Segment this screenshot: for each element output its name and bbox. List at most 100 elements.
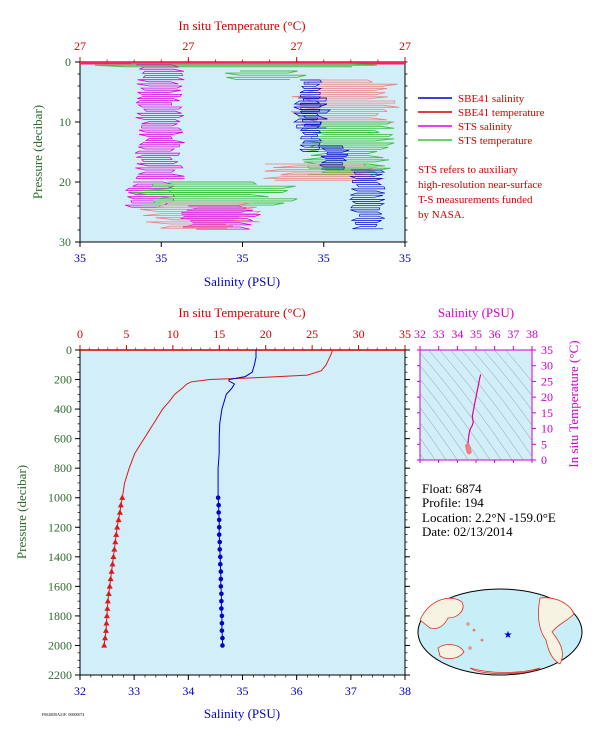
float-location-marker: ★ (504, 630, 513, 641)
ts-density-contour (450, 350, 532, 458)
bottom-tick-label: 37 (345, 684, 357, 698)
left-tick-label: 1400 (48, 550, 72, 564)
ts-top-tick-label: 33 (433, 327, 445, 341)
ts-deep-point (466, 449, 472, 455)
salinity-point (217, 554, 223, 560)
temperature-point (112, 538, 119, 545)
bottom-tick-label: 35 (155, 251, 167, 265)
sbe41-temperature-trace (291, 79, 400, 127)
plot-area-top (79, 61, 406, 243)
ts-density-contour (461, 350, 532, 442)
ts-density-contour (420, 352, 502, 460)
temperature-point (105, 590, 112, 596)
profile-series (101, 349, 334, 648)
ts-top-tick-label: 35 (470, 327, 482, 341)
left-tick-label: 1200 (48, 520, 72, 534)
date: Date: 02/13/2014 (422, 524, 513, 539)
profile-pressure-ticks: 0 200 400 600 800 1000 1200 1400 1600 1800 2000 220… (48, 343, 410, 682)
salinity-point (216, 510, 221, 515)
top-tick-label: 25 (306, 327, 318, 341)
note-line-3: T-S measurements funded (418, 194, 533, 206)
ts-salinity-ticks: 32 33 34 35 36 37 38 (414, 327, 538, 463)
profile-temperature-ticks: 0 5 10 15 20 25 30 35 (77, 327, 411, 351)
temperature-point (109, 561, 116, 567)
note-line-1: STS refers to auxiliary (418, 164, 518, 176)
ts-plot-area (419, 349, 533, 461)
profile-left-axis-label: Pressure (decibar) (14, 465, 29, 559)
top-tick-label: 15 (213, 327, 225, 341)
left-pressure-ticks: 0 10 20 30 (59, 55, 408, 249)
top-axis-label: In situ Temperature (°C) (178, 18, 305, 33)
left-tick-label: 1000 (48, 491, 72, 505)
top-tick-label: 10 (167, 327, 179, 341)
ts-density-contour (420, 378, 480, 460)
temperature-point (110, 553, 117, 560)
map-land-australia (437, 644, 465, 660)
legend-label-sts-salinity: STS salinity (458, 121, 513, 133)
legend-label-sbe41-temperature: SBE41 temperature (458, 107, 545, 119)
sbe41-salinity-trace (349, 169, 386, 230)
bottom-tick-label: 32 (74, 684, 86, 698)
salinity-point (217, 561, 223, 567)
ts-density-contour (505, 350, 532, 383)
ts-top-tick-label: 32 (414, 327, 426, 341)
legend-label-sts-temperature: STS temperature (458, 135, 532, 147)
profile-salinity-ticks: 32 33 34 35 36 37 38 (74, 675, 411, 698)
ts-right-tick-label: 30 (541, 359, 553, 373)
sts-temperature-trace (132, 181, 298, 206)
salinity-point (220, 635, 225, 641)
map-island (466, 622, 470, 626)
top-temperature-ticks: 27 27 27 27 (74, 39, 411, 62)
temperature-point (106, 583, 113, 589)
left-tick-label: 400 (54, 402, 72, 416)
ts-right-tick-label: 35 (541, 343, 553, 357)
bottom-tick-label: 33 (128, 684, 140, 698)
legend-label-sbe41-salinity: SBE41 salinity (458, 93, 525, 105)
ts-top-tick-label: 34 (451, 327, 463, 341)
bottom-tick-label: 35 (399, 251, 411, 265)
profile-top-axis-label: In situ Temperature (°C) (178, 305, 305, 320)
map-land-antarctica (469, 667, 541, 674)
top-tick-label: 27 (291, 39, 303, 53)
bottom-tick-label: 34 (182, 684, 194, 698)
ts-right-tick-label: 25 (541, 374, 553, 388)
salinity-point (215, 495, 221, 501)
plot-area-profile (79, 349, 406, 676)
salinity-point (219, 591, 224, 597)
ts-density-contours (420, 350, 532, 460)
salinity-point (219, 613, 225, 619)
temperature-point (117, 501, 124, 508)
top-tick-label: 27 (399, 39, 411, 53)
profile-bottom-axis-label: Salinity (PSU) (204, 706, 280, 721)
top-tick-label: 20 (260, 327, 272, 341)
salinity-point (216, 524, 222, 530)
left-axis-label: Pressure (decibar) (30, 105, 45, 199)
bottom-tick-label: 35 (74, 251, 86, 265)
ts-right-tick-label: 10 (541, 422, 553, 436)
top-tick-label: 30 (353, 327, 365, 341)
temperature-point (113, 531, 120, 537)
temperature-point (108, 568, 115, 574)
temperature-point (116, 509, 123, 515)
bottom-tick-label: 35 (237, 251, 249, 265)
bottom-axis-label: Salinity (PSU) (204, 274, 280, 289)
salinity-point (219, 620, 225, 626)
top-tick-label: 35 (399, 327, 411, 341)
left-tick-label: 1800 (48, 609, 72, 623)
location: Location: 2.2°N -159.0°E (422, 510, 556, 525)
salinity-point (219, 598, 224, 604)
left-tick-label: 0 (65, 55, 71, 69)
top-tick-label: 5 (123, 327, 129, 341)
left-tick-label: 2200 (48, 668, 72, 682)
left-tick-label: 10 (59, 115, 71, 129)
temperature-point (111, 546, 118, 552)
map-island (472, 628, 476, 632)
world-map: ★ (417, 588, 583, 676)
ts-series (465, 374, 482, 455)
temperature-point (114, 524, 121, 530)
bottom-tick-label: 35 (318, 251, 330, 265)
left-tick-label: 200 (54, 373, 72, 387)
sbe41-temperature-trace (139, 202, 262, 229)
